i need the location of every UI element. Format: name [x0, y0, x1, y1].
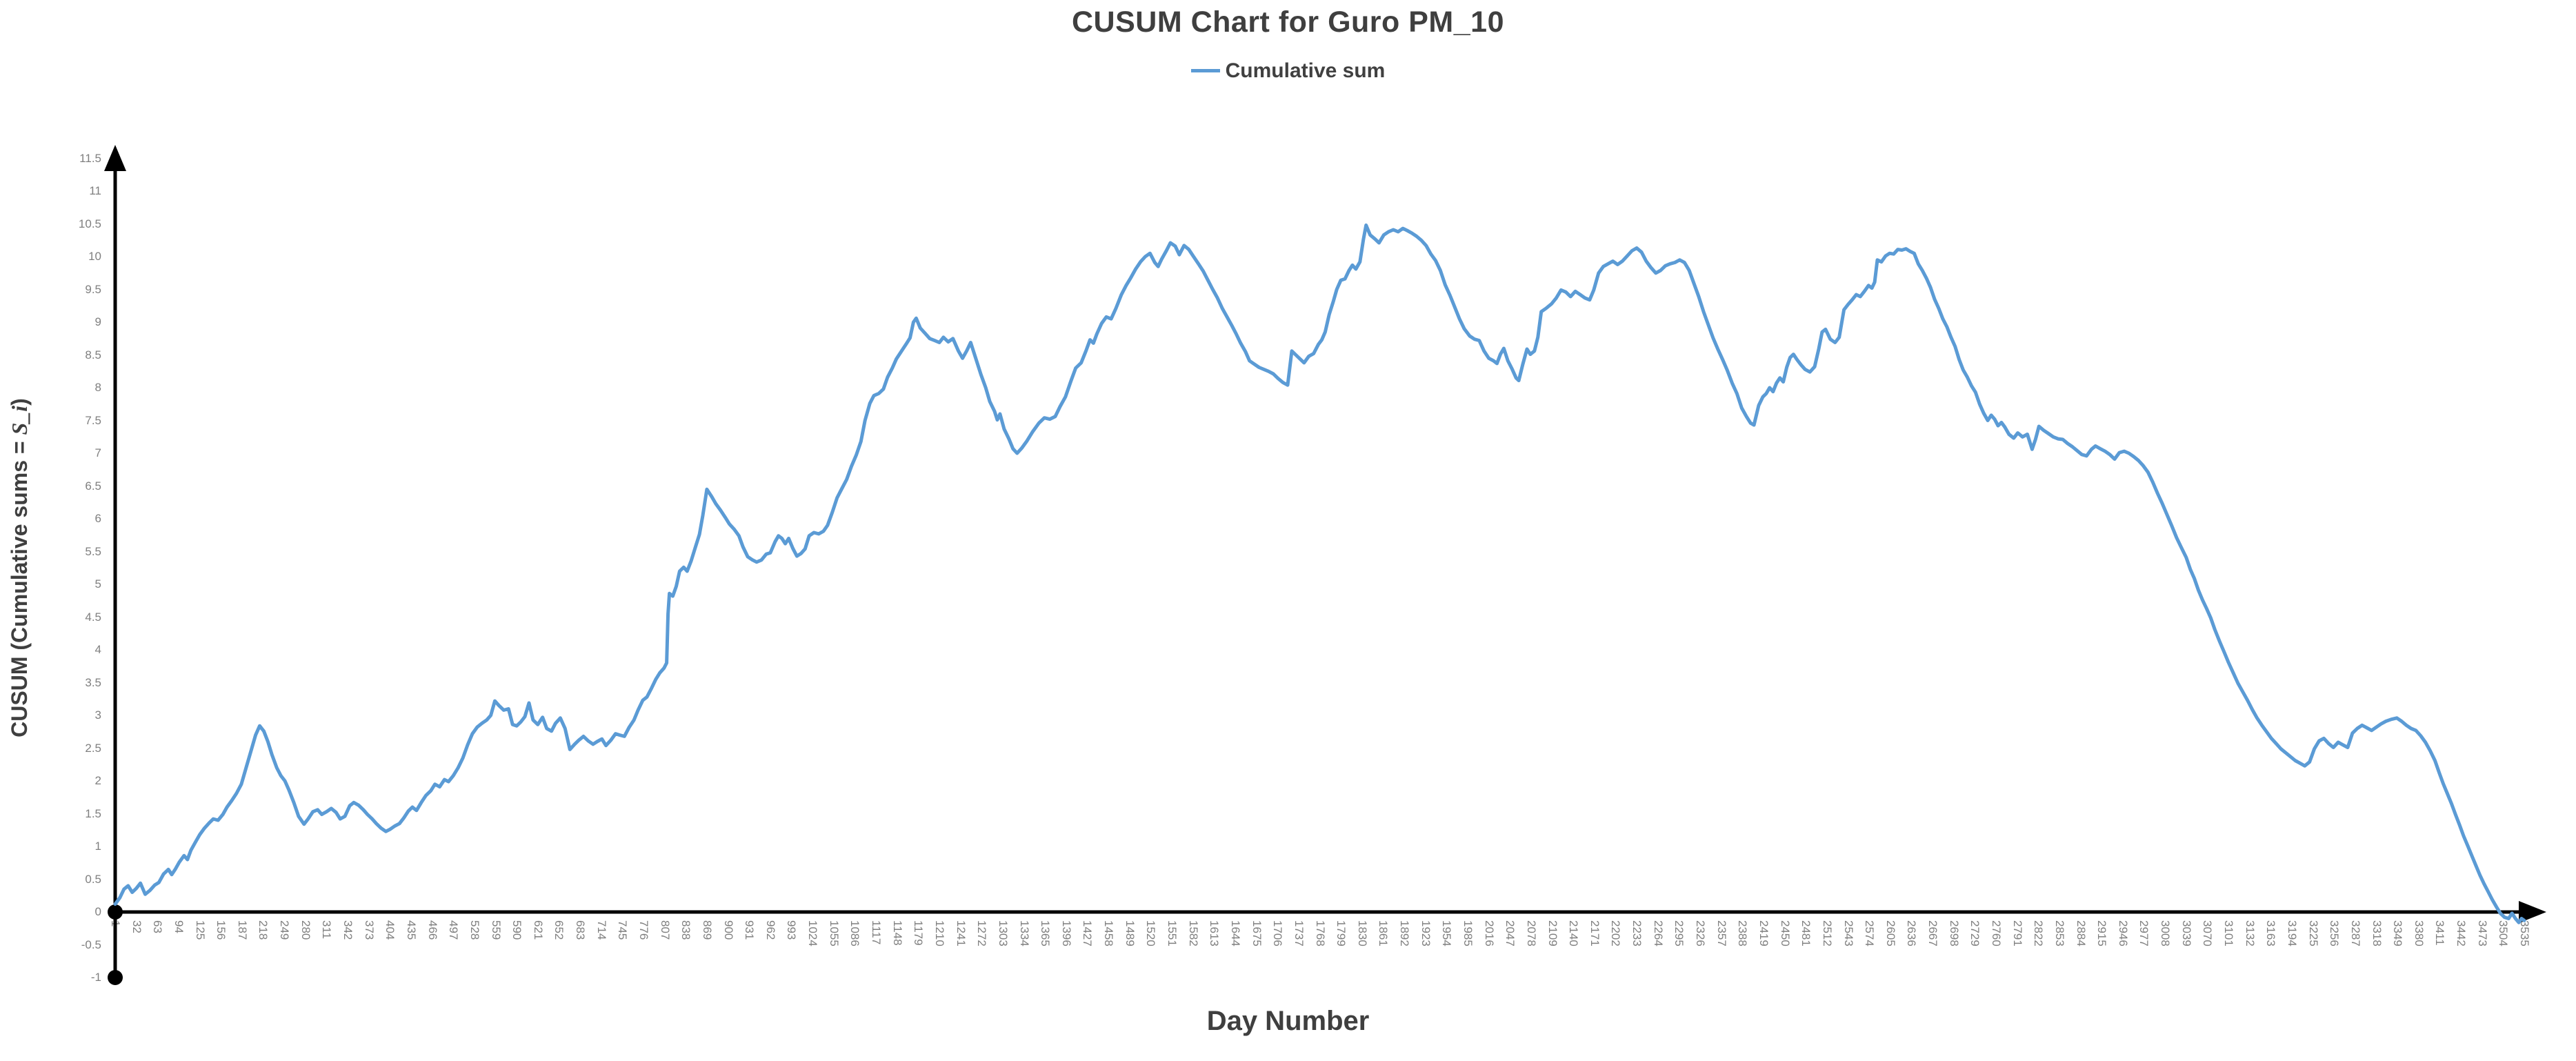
y-axis-end-dot: [108, 970, 123, 985]
y-tick-label: 9.5: [85, 282, 101, 296]
y-tick-label: 7.5: [85, 413, 101, 427]
y-tick-label: 6: [94, 512, 101, 525]
y-tick-label: -1: [90, 971, 101, 984]
y-tick-label: 6.5: [85, 479, 101, 493]
y-tick-label: 0.5: [85, 872, 101, 886]
y-axis-arrow-icon: [104, 145, 126, 171]
y-tick-label: 0: [94, 905, 101, 918]
y-tick-label: 2.5: [85, 741, 101, 755]
origin-dot: [108, 904, 123, 920]
y-tick-label: 8: [94, 381, 101, 394]
y-tick-label: 3.5: [85, 675, 101, 689]
y-tick-label: 1: [94, 840, 101, 853]
y-tick-label: 3: [94, 708, 101, 722]
y-tick-label: 7: [94, 446, 101, 459]
y-tick-label: 1.5: [85, 806, 101, 820]
y-tick-label: 5: [94, 577, 101, 591]
x-axis-title: Day Number: [1206, 1006, 1370, 1036]
y-tick-label: 11.5: [79, 151, 101, 165]
legend-label: Cumulative sum: [1225, 59, 1386, 82]
y-tick-label: 9: [94, 315, 101, 328]
y-tick-label: 5.5: [85, 544, 101, 558]
legend: Cumulative sum: [0, 59, 2576, 83]
y-tick-label: 10.5: [78, 217, 101, 230]
legend-line-swatch-icon: [1190, 68, 1220, 72]
y-tick-label: 4.5: [85, 610, 101, 624]
y-tick-label: -0.5: [81, 938, 101, 951]
y-tick-label: 8.5: [85, 348, 101, 361]
x-axis-arrow-icon: [2519, 901, 2546, 923]
y-tick-label: 4: [94, 643, 101, 656]
y-tick-label: 11: [89, 184, 101, 197]
cumulative-sum-line: [113, 223, 2526, 924]
chart-title: CUSUM Chart for Guro PM_10: [1071, 6, 1504, 39]
y-tick-label: 2: [94, 774, 101, 787]
y-tick-label: 10: [88, 250, 101, 263]
